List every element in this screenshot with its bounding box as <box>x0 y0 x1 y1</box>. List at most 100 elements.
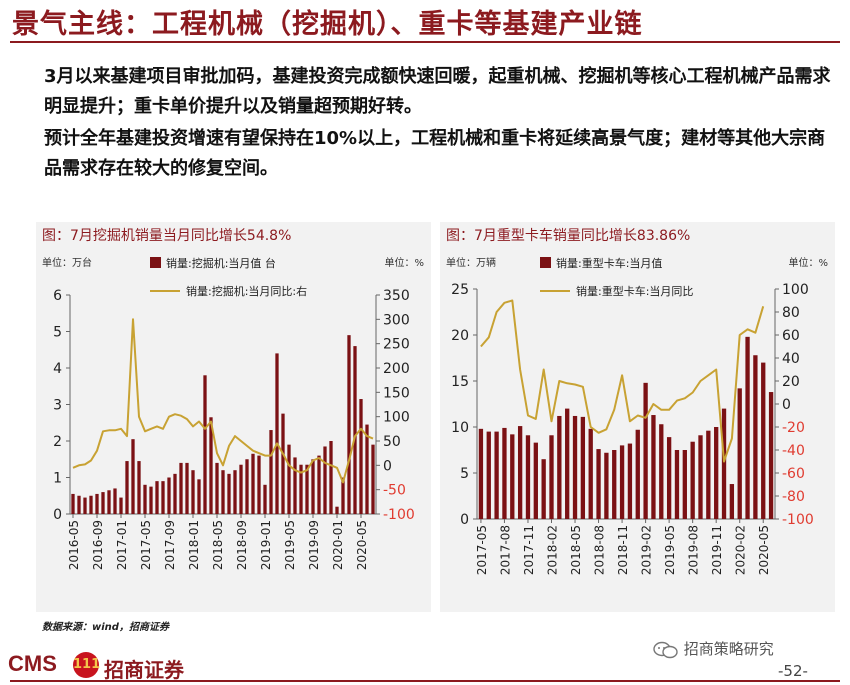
legend-bar-swatch <box>540 257 551 268</box>
page-number: -52- <box>778 662 808 680</box>
bar <box>275 353 279 514</box>
right-tick-label: 20 <box>782 374 800 390</box>
left-tick-label: 5 <box>53 325 62 341</box>
bar <box>682 450 687 519</box>
bar <box>95 493 99 514</box>
wechat-watermark: 招商策略研究 <box>653 638 774 659</box>
bar <box>494 431 499 519</box>
cms-logo-chinese: 招商证券 <box>104 658 184 682</box>
legend-bar-label: 销量:挖掘机:当月值 台 <box>166 256 276 270</box>
bar <box>533 442 538 519</box>
right-tick-label: 200 <box>383 361 410 377</box>
bar <box>486 431 491 519</box>
bar <box>359 399 363 514</box>
truck-chart-title: 图：7月重型卡车销量同比增长83.86% <box>446 228 691 244</box>
data-source-note: 数据来源：wind，招商证券 <box>42 622 169 633</box>
left-tick-label: 2 <box>53 434 62 450</box>
bar <box>143 484 147 514</box>
x-tick-label: 2018-02 <box>546 525 560 575</box>
x-tick-label: 2017-05 <box>475 525 489 575</box>
right-tick-label: -60 <box>782 466 805 482</box>
right-tick-label: 350 <box>383 288 410 304</box>
left-tick-label: 10 <box>451 420 469 436</box>
bar <box>635 429 640 519</box>
bar <box>549 435 554 519</box>
footer-rule <box>10 680 840 682</box>
wechat-account-name: 招商策略研究 <box>683 640 774 658</box>
left-tick-label: 0 <box>460 512 469 528</box>
bar <box>323 446 327 514</box>
bar <box>541 459 546 519</box>
bar <box>745 336 750 519</box>
bar <box>191 470 195 514</box>
bar <box>71 493 75 514</box>
x-tick-label: 2020-02 <box>734 525 748 575</box>
bar <box>510 434 515 519</box>
bar <box>588 428 593 519</box>
excavator-chart: 单位：万台 单位：% 销量:挖掘机:当月值 台销量:挖掘机:当月同比:右 0 1 2 3 4 5… <box>42 256 424 570</box>
bar <box>347 335 351 514</box>
bar <box>714 427 719 519</box>
bar <box>365 424 369 514</box>
bar <box>113 488 117 514</box>
bar <box>77 495 81 514</box>
bar <box>305 464 309 514</box>
bar <box>643 382 648 519</box>
x-tick-label: 2016-05 <box>67 520 81 570</box>
x-tick-label: 2019-09 <box>307 520 321 570</box>
bar <box>572 415 578 519</box>
bar <box>565 408 570 519</box>
x-tick-label: 2017-05 <box>139 520 153 570</box>
bar <box>353 346 357 514</box>
bar <box>674 450 680 519</box>
wechat-icon <box>653 641 678 658</box>
bar <box>233 470 237 514</box>
left-tick-label: 3 <box>53 398 62 414</box>
legend-bar-swatch <box>150 257 161 268</box>
bar <box>179 462 183 514</box>
x-tick-label: 2020-05 <box>355 520 369 570</box>
bar <box>287 444 291 514</box>
left-tick-label: 25 <box>451 282 469 298</box>
bar <box>83 497 87 514</box>
bar <box>604 452 609 519</box>
bar <box>311 459 315 514</box>
bar <box>137 461 141 514</box>
bar <box>729 484 735 519</box>
bar <box>149 486 153 514</box>
x-tick-label: 2017-09 <box>163 520 177 570</box>
truck-chart-panel: 图：7月重型卡车销量同比增长83.86% 单位：万辆 单位：% 销量:重型卡车:当月… <box>440 222 835 612</box>
bar <box>173 473 177 514</box>
bar <box>371 444 375 514</box>
bar <box>557 415 562 519</box>
right-tick-label: 300 <box>383 312 410 328</box>
bar <box>257 455 261 514</box>
slide-title: 景气主线：工程机械（挖掘机）、重卡等基建产业链 <box>12 9 643 40</box>
bar <box>478 428 484 519</box>
bar <box>768 392 774 519</box>
bar <box>167 477 171 514</box>
paragraph-2: 预计全年基建投资增速有望保持在10%以上，工程机械和重卡将延续高景气度；建材等其… <box>44 128 826 179</box>
bar <box>502 427 507 519</box>
excavator-chart-title: 图：7月挖掘机销量当月同比增长54.8% <box>42 228 292 244</box>
bar <box>107 490 111 514</box>
bar <box>761 362 766 519</box>
bar <box>209 417 213 514</box>
bar <box>525 435 531 519</box>
x-tick-label: 2018-01 <box>187 520 201 570</box>
left-unit-label: 单位：万台 <box>42 256 92 269</box>
bar <box>245 459 249 514</box>
bar <box>317 455 321 514</box>
right-tick-label: 0 <box>383 458 392 474</box>
bar <box>737 388 742 519</box>
right-tick-label: 50 <box>383 434 401 450</box>
bar <box>227 473 231 514</box>
right-tick-label: 40 <box>782 351 800 367</box>
excavator-chart-panel: 图：7月挖掘机销量当月同比增长54.8% 单位：万台 单位：% 销量:挖掘机:当月值… <box>36 222 431 612</box>
x-tick-label: 2018-11 <box>616 525 630 575</box>
bar <box>161 481 165 514</box>
bar <box>269 430 273 514</box>
x-tick-label: 2019-08 <box>687 525 701 575</box>
legend-bar-label: 销量:重型卡车:当月值 <box>556 256 662 270</box>
x-tick-label: 2016-09 <box>91 520 105 570</box>
